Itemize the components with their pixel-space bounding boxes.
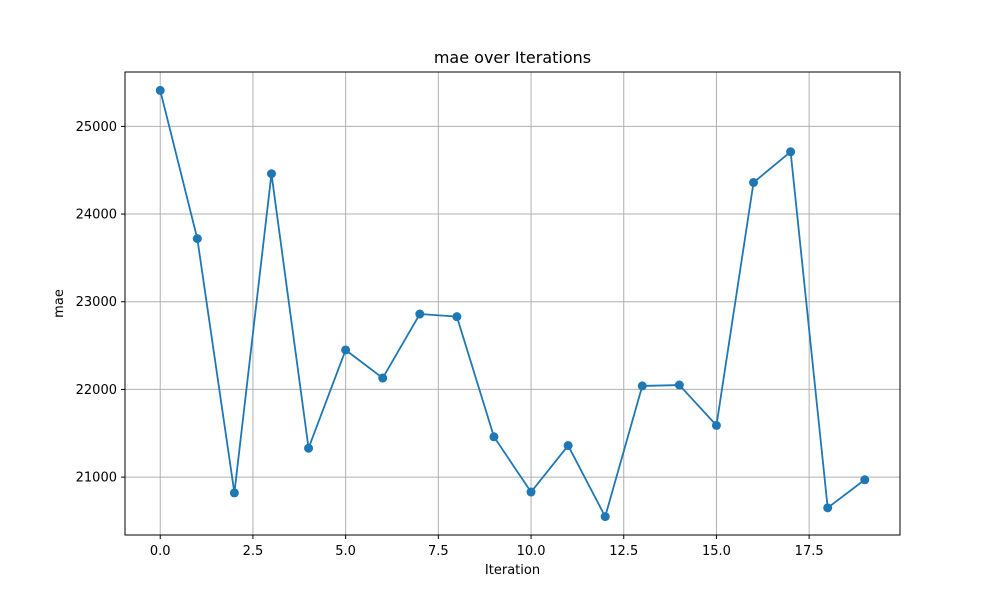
- y-axis-label: mae: [52, 289, 67, 318]
- series-line: [159, 90, 866, 518]
- chart-title: mae over Iterations: [434, 48, 591, 67]
- y-tick-label: 24000: [76, 208, 117, 223]
- data-series: [155, 85, 870, 522]
- data-point-marker: [823, 503, 833, 513]
- axis-ticks: 0.0 2.5 5.0 7.5 10.0 12.5 15.0 17.5 21000 22000 23…: [76, 120, 824, 559]
- data-point-marker: [415, 309, 425, 319]
- data-point-marker: [266, 169, 276, 179]
- y-tick-label: 21000: [76, 471, 117, 486]
- data-point-marker: [600, 512, 610, 522]
- plot-frame: [124, 71, 901, 536]
- x-tick-label: 10.0: [517, 544, 546, 559]
- y-tick-label: 22000: [76, 383, 117, 398]
- data-point-marker: [674, 380, 684, 390]
- x-tick-label: 15.0: [702, 544, 731, 559]
- data-point-marker: [341, 345, 351, 355]
- data-point-marker: [155, 85, 165, 95]
- x-tick-label: 7.5: [428, 544, 449, 559]
- data-point-marker: [489, 432, 499, 442]
- data-point-marker: [711, 420, 721, 430]
- data-point-marker: [637, 381, 647, 391]
- data-point-marker: [304, 443, 314, 453]
- x-tick-label: 2.5: [243, 544, 264, 559]
- data-point-marker: [860, 475, 870, 485]
- y-tick-label: 23000: [76, 295, 117, 310]
- data-point-marker: [749, 177, 759, 187]
- grid-lines: [125, 72, 900, 535]
- x-axis-label: Iteration: [485, 563, 540, 578]
- y-tick-label: 25000: [76, 120, 117, 135]
- x-tick-label: 5.0: [335, 544, 356, 559]
- data-point-marker: [563, 441, 573, 451]
- x-tick-label: 12.5: [609, 544, 638, 559]
- data-point-marker: [192, 234, 202, 244]
- data-point-marker: [378, 373, 388, 383]
- data-point-marker: [229, 488, 239, 498]
- x-tick-label: 0.0: [150, 544, 171, 559]
- data-point-marker: [786, 147, 796, 157]
- data-point-marker: [452, 312, 462, 322]
- data-point-marker: [526, 487, 536, 497]
- x-tick-label: 17.5: [795, 544, 824, 559]
